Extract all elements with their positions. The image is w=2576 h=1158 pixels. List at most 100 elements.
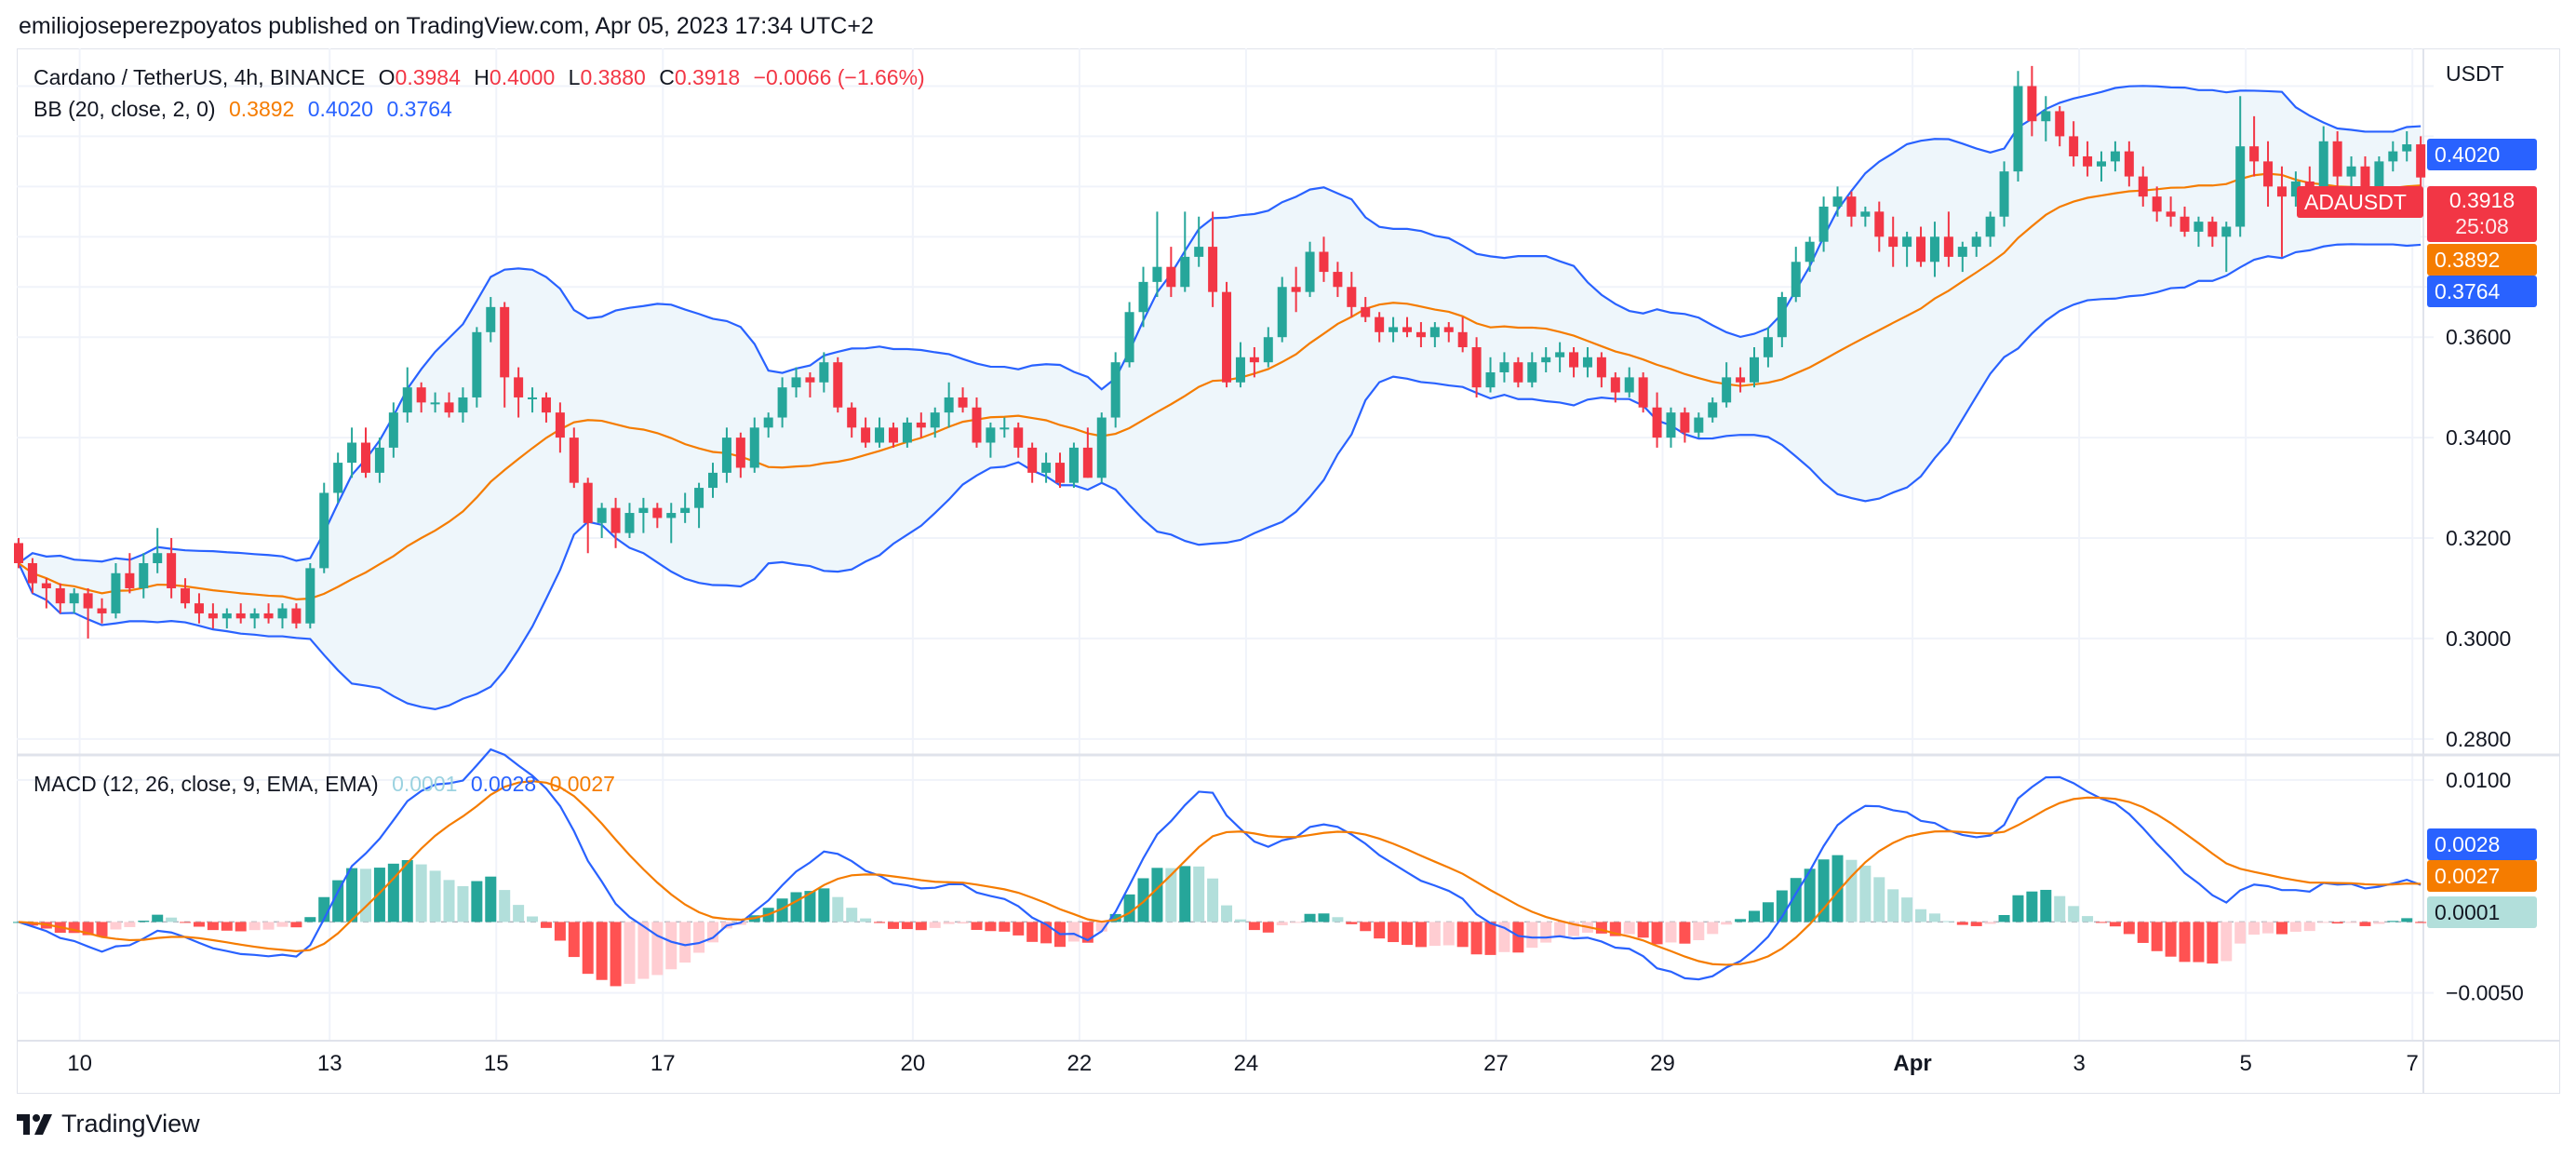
macd-histogram-bar [1442, 922, 1455, 946]
macd-histogram-bar [1402, 922, 1413, 946]
candle-down [1347, 287, 1357, 307]
macd-histogram-bar [276, 922, 288, 927]
candle-down [1680, 412, 1690, 433]
macd-hist-value: 0.0001 [392, 772, 458, 796]
candle-up [111, 572, 121, 613]
candle-up [1624, 377, 1634, 393]
macd-label: MACD (12, 26, close, 9, EMA, EMA) [34, 772, 379, 796]
macd-histogram-bar [1623, 922, 1635, 935]
candle-down [1222, 291, 1232, 383]
candle-down [2360, 166, 2370, 187]
candle-down [1874, 211, 1885, 237]
candle-up [986, 427, 996, 443]
macd-histogram-bar [568, 922, 580, 958]
candle-up [930, 412, 940, 428]
macd-histogram-bar [1637, 922, 1649, 938]
macd-histogram-bar [499, 890, 511, 922]
candle-up [749, 427, 759, 468]
candle-down [1916, 236, 1926, 263]
candle-up [721, 438, 731, 473]
macd-histogram-bar [138, 921, 150, 922]
candle-down [972, 407, 982, 443]
macd-histogram-bar [429, 870, 441, 922]
macd-histogram-bar [1873, 877, 1885, 922]
macd-histogram-bar [248, 922, 261, 931]
candle-up [221, 613, 232, 619]
macd-histogram-bar [901, 922, 913, 930]
candle-down [833, 362, 843, 408]
macd-histogram-bar [2248, 922, 2261, 936]
macd-histogram-bar [1693, 922, 1705, 941]
macd-histogram-bar [1165, 868, 1177, 922]
macd-histogram-bar [2359, 922, 2371, 926]
bb-upper-tag: 0.4020 [2427, 139, 2537, 170]
macd-histogram-bar [401, 859, 413, 922]
macd-hist-tag: 0.0001 [2427, 896, 2537, 928]
candle-down [2138, 176, 2148, 197]
macd-histogram-bar [2331, 922, 2343, 924]
macd-histogram-bar [637, 922, 650, 979]
candle-down [263, 613, 274, 619]
tradingview-logo[interactable]: TradingView [17, 1110, 200, 1138]
candle-down [2027, 86, 2037, 122]
candle-down [83, 593, 93, 609]
macd-histogram-bar [1374, 922, 1386, 939]
time-tick-label: 24 [1234, 1051, 1259, 1076]
macd-histogram-bar [943, 922, 955, 924]
candle-down [555, 412, 565, 438]
candle-up [1527, 362, 1537, 383]
candle-down [1055, 463, 1065, 483]
macd-histogram-bar [1276, 922, 1288, 926]
macd-histogram-bar [887, 922, 899, 929]
ohlc-open: O0.3984 [378, 65, 461, 89]
macd-histogram-bar [2234, 922, 2247, 944]
candle-down [2304, 181, 2314, 187]
price-tick-label: 0.3200 [2446, 526, 2511, 550]
macd-histogram-bar [166, 917, 178, 922]
macd-histogram-bar [1095, 922, 1107, 932]
symbol-tag: ADAUSDT [2297, 186, 2423, 218]
macd-histogram-bar [1721, 922, 1733, 925]
candle-up [69, 593, 79, 604]
time-tick-label: 20 [900, 1051, 925, 1076]
macd-histogram-bar [540, 922, 552, 928]
macd-histogram-bar [999, 922, 1011, 932]
macd-histogram-bar [443, 880, 455, 922]
macd-histogram-bar [1735, 919, 1747, 922]
candle-down [1943, 236, 1953, 257]
candle-down [2249, 146, 2260, 162]
macd-histogram-bar [193, 922, 205, 927]
macd-histogram-bar [1665, 922, 1677, 943]
macd-legend: MACD (12, 26, close, 9, EMA, EMA) 0.0001… [34, 772, 623, 797]
macd-histogram-bar [457, 885, 469, 922]
macd-histogram-bar [1679, 922, 1691, 944]
macd-histogram-bar [207, 922, 219, 931]
macd-histogram-bar [1540, 922, 1552, 943]
ohlc-change: −0.0066 (−1.66%) [753, 65, 925, 89]
candle-down [2180, 216, 2190, 232]
bb-basis-value: 0.3892 [228, 97, 295, 121]
candle-up [2346, 166, 2356, 177]
candle-down [1013, 427, 1024, 448]
candle-down [291, 608, 302, 624]
candle-down [1569, 352, 1579, 368]
macd-histogram-bar [610, 922, 622, 987]
candle-down [1443, 327, 1454, 332]
candle-up [1068, 447, 1079, 483]
macd-histogram-bar [2303, 922, 2315, 932]
macd-histogram-bar [1749, 910, 1760, 922]
macd-histogram-bar [1998, 914, 2010, 922]
macd-histogram-bar [929, 922, 941, 928]
macd-histogram-bar [1109, 913, 1121, 922]
macd-histogram-bar [1262, 922, 1274, 933]
macd-histogram-bar [1415, 922, 1427, 948]
candle-up [1694, 417, 1704, 433]
macd-histogram-bar [860, 918, 872, 922]
candle-down [2263, 161, 2274, 187]
candle-up [1777, 297, 1787, 338]
candle-up [1985, 216, 1995, 237]
candle-up [777, 387, 787, 418]
macd-histogram-bar [2012, 895, 2024, 922]
tradingview-logo-icon [17, 1113, 52, 1135]
